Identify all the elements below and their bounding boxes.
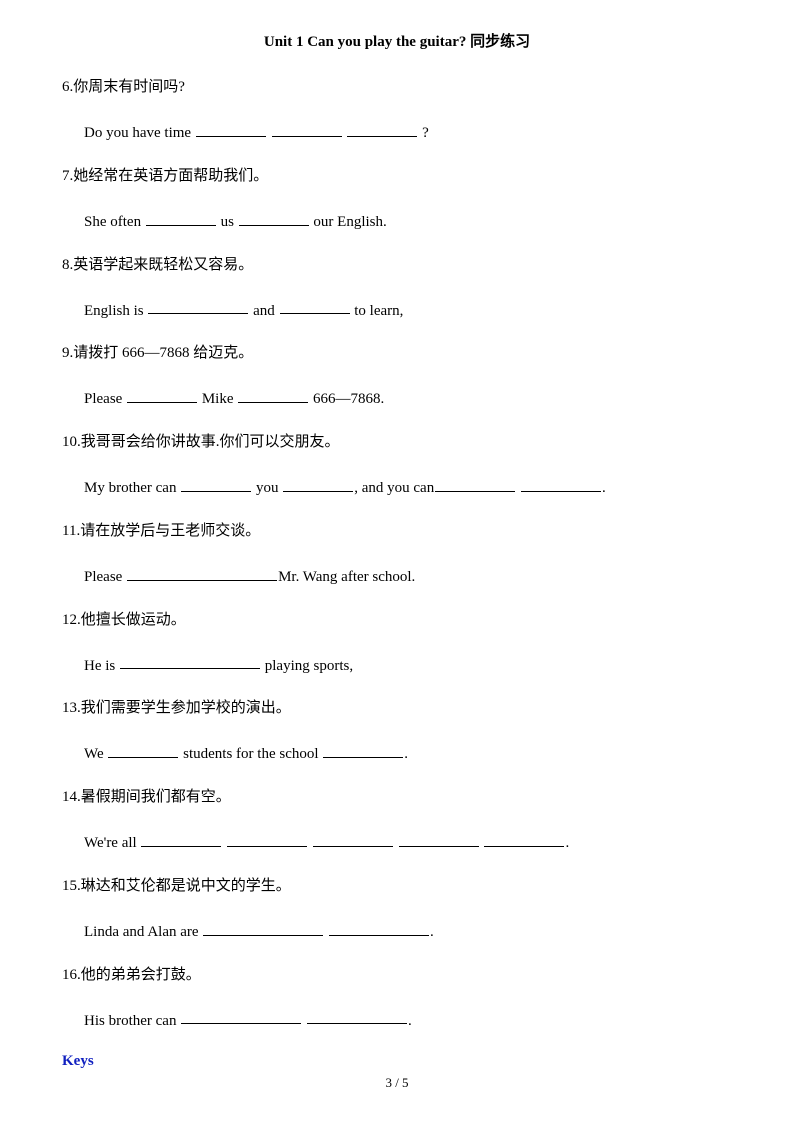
- text-part: and: [249, 302, 278, 318]
- page-title: Unit 1 Can you play the guitar? 同步练习: [62, 30, 732, 51]
- fill-blank[interactable]: [148, 298, 248, 315]
- text-part: Please: [84, 391, 126, 407]
- question-en: We students for the school .: [62, 741, 732, 765]
- question-en: His brother can .: [62, 1008, 732, 1032]
- text-part: [222, 835, 226, 851]
- text-part: .: [430, 924, 434, 940]
- text-part: .: [408, 1012, 412, 1028]
- fill-blank[interactable]: [435, 475, 515, 492]
- question-en: We're all .: [62, 830, 732, 854]
- text-part: [516, 480, 520, 496]
- text-part: English is: [84, 302, 147, 318]
- question-cn: 11.请在放学后与王老师交谈。: [62, 521, 732, 542]
- text-part: [394, 835, 398, 851]
- question-cn: 12.他擅长做运动。: [62, 610, 732, 631]
- text-part: We: [84, 746, 107, 762]
- fill-blank[interactable]: [307, 1008, 407, 1025]
- text-part: Please: [84, 569, 126, 585]
- fill-blank[interactable]: [127, 386, 197, 403]
- text-part: us: [217, 214, 238, 230]
- fill-blank[interactable]: [280, 298, 350, 315]
- text-part: our English.: [310, 214, 387, 230]
- fill-blank[interactable]: [239, 209, 309, 226]
- text-part: My brother can: [84, 480, 180, 496]
- question-en: My brother can you , and you can .: [62, 475, 732, 499]
- text-part: to learn,: [351, 302, 404, 318]
- text-part: 666—7868.: [309, 391, 384, 407]
- text-part: .: [404, 746, 408, 762]
- fill-blank[interactable]: [227, 830, 307, 847]
- question-en: English is and to learn,: [62, 298, 732, 322]
- question-cn: 14.暑假期间我们都有空。: [62, 787, 732, 808]
- fill-blank[interactable]: [313, 830, 393, 847]
- fill-blank[interactable]: [141, 830, 221, 847]
- keys-heading: Keys: [62, 1053, 732, 1070]
- question-cn: 16.他的弟弟会打鼓。: [62, 965, 732, 986]
- fill-blank[interactable]: [323, 741, 403, 758]
- question-cn: 6.你周末有时间吗?: [62, 77, 732, 98]
- text-part: We're all: [84, 835, 140, 851]
- question-en: Linda and Alan are .: [62, 919, 732, 943]
- fill-blank[interactable]: [329, 919, 429, 936]
- text-part: Linda and Alan are: [84, 924, 202, 940]
- question-en: Do you have time ?: [62, 120, 732, 144]
- text-part: you: [252, 480, 282, 496]
- fill-blank[interactable]: [347, 120, 417, 137]
- question-cn: 8.英语学起来既轻松又容易。: [62, 255, 732, 276]
- text-part: Mr. Wang after school.: [278, 569, 415, 585]
- text-part: Mike: [198, 391, 237, 407]
- fill-blank[interactable]: [484, 830, 564, 847]
- fill-blank[interactable]: [146, 209, 216, 226]
- question-en: Please Mike 666—7868.: [62, 386, 732, 410]
- text-part: [324, 924, 328, 940]
- fill-blank[interactable]: [181, 475, 251, 492]
- fill-blank[interactable]: [283, 475, 353, 492]
- fill-blank[interactable]: [196, 120, 266, 137]
- fill-blank[interactable]: [521, 475, 601, 492]
- text-tail: ?: [422, 125, 429, 141]
- question-cn: 10.我哥哥会给你讲故事.你们可以交朋友。: [62, 432, 732, 453]
- question-en: He is playing sports,: [62, 653, 732, 677]
- question-en: She often us our English.: [62, 209, 732, 233]
- fill-blank[interactable]: [238, 386, 308, 403]
- fill-blank[interactable]: [203, 919, 323, 936]
- question-cn: 9.请拨打 666—7868 给迈克。: [62, 343, 732, 364]
- text-part: , and you can: [354, 480, 434, 496]
- text-part: [308, 835, 312, 851]
- text-part: He is: [84, 657, 119, 673]
- question-cn: 7.她经常在英语方面帮助我们。: [62, 166, 732, 187]
- question-en: Please Mr. Wang after school.: [62, 564, 732, 588]
- fill-blank[interactable]: [399, 830, 479, 847]
- text-part: His brother can: [84, 1012, 180, 1028]
- text-part: students for the school: [179, 746, 322, 762]
- question-cn: 15.琳达和艾伦都是说中文的学生。: [62, 876, 732, 897]
- questions-container: 6.你周末有时间吗? Do you have time ? 7.她经常在英语方面帮助…: [62, 77, 732, 1031]
- fill-blank[interactable]: [181, 1008, 301, 1025]
- question-cn: 13.我们需要学生参加学校的演出。: [62, 698, 732, 719]
- text-part: .: [565, 835, 569, 851]
- text-part: [302, 1012, 306, 1028]
- text-part: .: [602, 480, 606, 496]
- fill-blank[interactable]: [272, 120, 342, 137]
- page-footer: 3 / 5: [0, 1075, 794, 1091]
- fill-blank[interactable]: [120, 653, 260, 670]
- text-part: Do you have time: [84, 125, 195, 141]
- fill-blank[interactable]: [127, 564, 277, 581]
- text-part: playing sports,: [261, 657, 353, 673]
- text-part: She often: [84, 214, 145, 230]
- text-part: [480, 835, 484, 851]
- fill-blank[interactable]: [108, 741, 178, 758]
